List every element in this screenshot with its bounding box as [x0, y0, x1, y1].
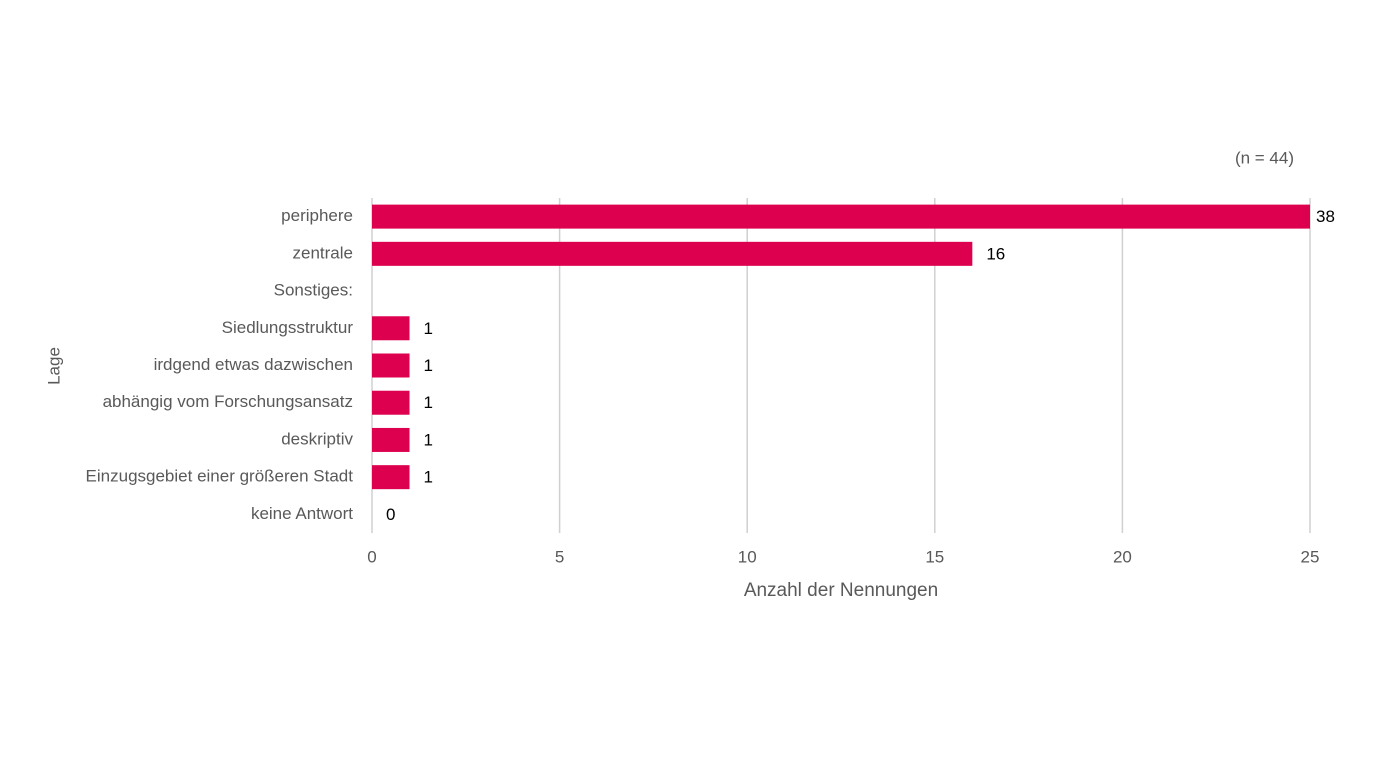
y-axis-title: Lage	[44, 347, 63, 385]
value-label: 38	[1316, 207, 1335, 226]
value-label: 1	[424, 319, 433, 338]
y-tick-label: irdgend etwas dazwischen	[154, 355, 353, 374]
y-tick-label: periphere	[281, 206, 353, 225]
y-tick-label: zentrale	[293, 243, 353, 262]
bar	[372, 353, 410, 378]
bar	[372, 465, 410, 490]
value-label: 1	[424, 356, 433, 375]
bar	[372, 427, 410, 452]
value-label: 1	[424, 430, 433, 449]
value-label: 16	[986, 244, 1005, 263]
y-tick-label: Einzugsgebiet einer größeren Stadt	[86, 467, 354, 486]
y-tick-label: Sonstiges:	[274, 281, 353, 300]
x-tick-label: 10	[738, 547, 757, 566]
x-tick-label: 25	[1301, 547, 1320, 566]
y-tick-label: abhängig vom Forschungsansatz	[103, 392, 353, 411]
x-tick-label: 5	[555, 547, 564, 566]
value-label: 1	[424, 393, 433, 412]
bar	[372, 316, 410, 341]
bar	[372, 204, 1310, 229]
x-tick-label: 15	[925, 547, 944, 566]
y-tick-label: deskriptiv	[281, 429, 353, 448]
x-tick-label: 0	[367, 547, 376, 566]
value-label: 1	[424, 468, 433, 487]
y-tick-label: keine Antwort	[251, 504, 353, 523]
bar	[372, 241, 973, 266]
bar	[372, 390, 410, 415]
y-tick-label: Siedlungsstruktur	[222, 318, 354, 337]
x-tick-label: 20	[1113, 547, 1132, 566]
x-axis-title: Anzahl der Nennungen	[744, 580, 938, 601]
bars	[372, 204, 1310, 490]
annotation: (n = 44)	[1235, 148, 1294, 167]
value-label: 0	[386, 505, 395, 524]
